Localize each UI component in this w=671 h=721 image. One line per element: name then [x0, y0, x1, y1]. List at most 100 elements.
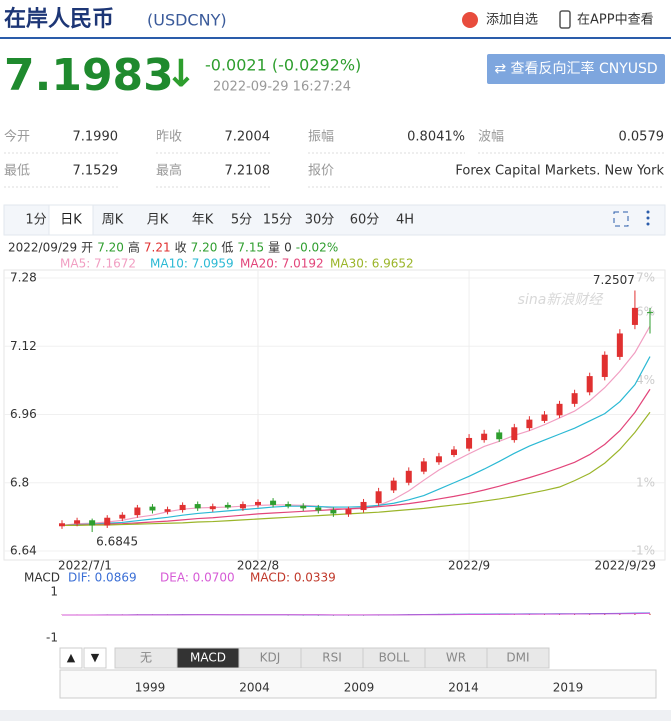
candle-body [541, 414, 548, 421]
candle-body [239, 504, 246, 509]
y-tick-label: 7.12 [10, 339, 37, 353]
price: 7.1983 [4, 50, 174, 101]
ma-legend: MA5: 7.1672 [60, 257, 136, 271]
candle-body [255, 501, 261, 505]
candle-body [315, 507, 322, 511]
tab[interactable]: 日K [60, 213, 82, 228]
y-tick-label: 6.8 [10, 475, 29, 489]
ma-legend: MA30: 6.9652 [330, 257, 414, 271]
navigator-year: 2009 [344, 681, 375, 695]
price-arrow: ↓ [165, 52, 197, 96]
stat-label: 波幅 [478, 130, 504, 145]
macd-dea-label: DEA: 0.0700 [160, 571, 235, 585]
fullscreen-icon[interactable] [613, 211, 629, 227]
action-app[interactable]: 在APP中查看 [577, 12, 654, 28]
fav-icon[interactable] [462, 12, 478, 28]
candle-body [647, 312, 653, 314]
navigator-year: 2004 [239, 681, 270, 695]
y2-tick-label: 6% [636, 305, 655, 319]
stat-label: 最低 [4, 164, 30, 179]
info-item: 7.15 [237, 241, 264, 255]
navigator-year: 2019 [553, 681, 584, 695]
candle-body [89, 520, 96, 526]
candle-body [209, 506, 216, 510]
nav-button[interactable] [83, 647, 107, 669]
tab[interactable]: 周K [102, 213, 124, 228]
watermark: sina新浪财经 [518, 292, 605, 308]
phone-icon[interactable] [559, 10, 571, 29]
indicator-label[interactable]: WR [446, 651, 466, 665]
candle-body [586, 376, 593, 393]
tab[interactable]: 月K [147, 213, 169, 228]
tab[interactable]: 30分 [305, 213, 335, 228]
stat-value: 0.8041% [407, 130, 465, 145]
info-item: 7.20 [191, 241, 218, 255]
x-tick-label: 2022/7/1 [58, 559, 112, 573]
navigator[interactable] [59, 669, 657, 699]
reverse-text[interactable]: ⇄ 查看反向汇率 CNYUSD [494, 60, 657, 77]
ma-line [62, 411, 651, 527]
indicator-label[interactable]: RSI [322, 651, 342, 665]
candle-body [466, 437, 473, 449]
candle-body [149, 506, 156, 511]
candle-body [631, 307, 638, 325]
info-item: 2022/09/29 [8, 241, 77, 255]
nav-arrow[interactable]: ▲ [67, 651, 76, 664]
tab-bar [3, 204, 666, 236]
nav-arrow[interactable]: ▼ [91, 651, 100, 664]
indicator-tab[interactable] [486, 647, 550, 669]
macd-bar-label: MACD: 0.0339 [250, 571, 336, 585]
candle-body [59, 523, 65, 527]
stat-label: 最高 [156, 163, 182, 179]
info-item: -0.02% [296, 241, 338, 255]
tab[interactable]: 15分 [263, 213, 293, 228]
candle-body [481, 433, 488, 441]
candle-body [179, 504, 186, 511]
indicator-label[interactable]: MACD [190, 651, 226, 665]
y-tick-label: 6.64 [10, 544, 37, 558]
menu-icon[interactable] [646, 210, 650, 226]
candle-body [300, 505, 307, 509]
candle-body [285, 504, 292, 507]
info-item: 低 [221, 241, 233, 255]
info-item: 7.20 [97, 241, 124, 255]
candle-body [571, 393, 578, 404]
y2-tick-label: 1% [636, 475, 655, 489]
ma-line [61, 356, 651, 527]
macd-dif-label: DIF: 0.0869 [68, 571, 137, 585]
tab[interactable]: 60分 [350, 213, 380, 228]
candle-body [420, 461, 427, 472]
tab[interactable]: 5分 [231, 213, 252, 228]
candle-body [119, 514, 126, 519]
candle-body [405, 470, 412, 483]
indicator-label[interactable]: 无 [140, 651, 152, 665]
candle-body [330, 510, 337, 514]
candle-body [194, 504, 201, 509]
tab[interactable]: 4H [396, 213, 414, 228]
indicator-label[interactable]: KDJ [260, 651, 281, 665]
stat-value: Forex Capital Markets. New York [455, 164, 664, 179]
stat-value: 7.1990 [73, 130, 119, 145]
price-change: -0.0021 (-0.0292%) [205, 56, 361, 75]
tab-active [48, 204, 94, 236]
stat-label: 昨收 [156, 130, 182, 145]
ma-legend: MA20: 7.0192 [240, 257, 324, 271]
candle-body [526, 419, 533, 429]
candle-body [496, 432, 503, 440]
tab[interactable]: 1分 [25, 213, 46, 228]
macd-y-tick: 1 [50, 584, 58, 598]
ma-line [61, 388, 651, 527]
indicator-label[interactable]: BOLL [379, 651, 410, 665]
nav-button[interactable] [59, 647, 83, 669]
quote-time: 2022-09-29 16:27:24 [213, 80, 351, 95]
action-add[interactable]: 添加自选 [486, 13, 538, 28]
indicator-label[interactable]: DMI [506, 651, 529, 665]
info-item: 量 [268, 241, 280, 255]
candle-body [375, 491, 382, 504]
candle-body [164, 509, 171, 512]
reverse-button[interactable] [487, 54, 665, 84]
tab[interactable]: 年K [192, 213, 214, 228]
ma-legend: MA10: 7.0959 [150, 257, 234, 271]
